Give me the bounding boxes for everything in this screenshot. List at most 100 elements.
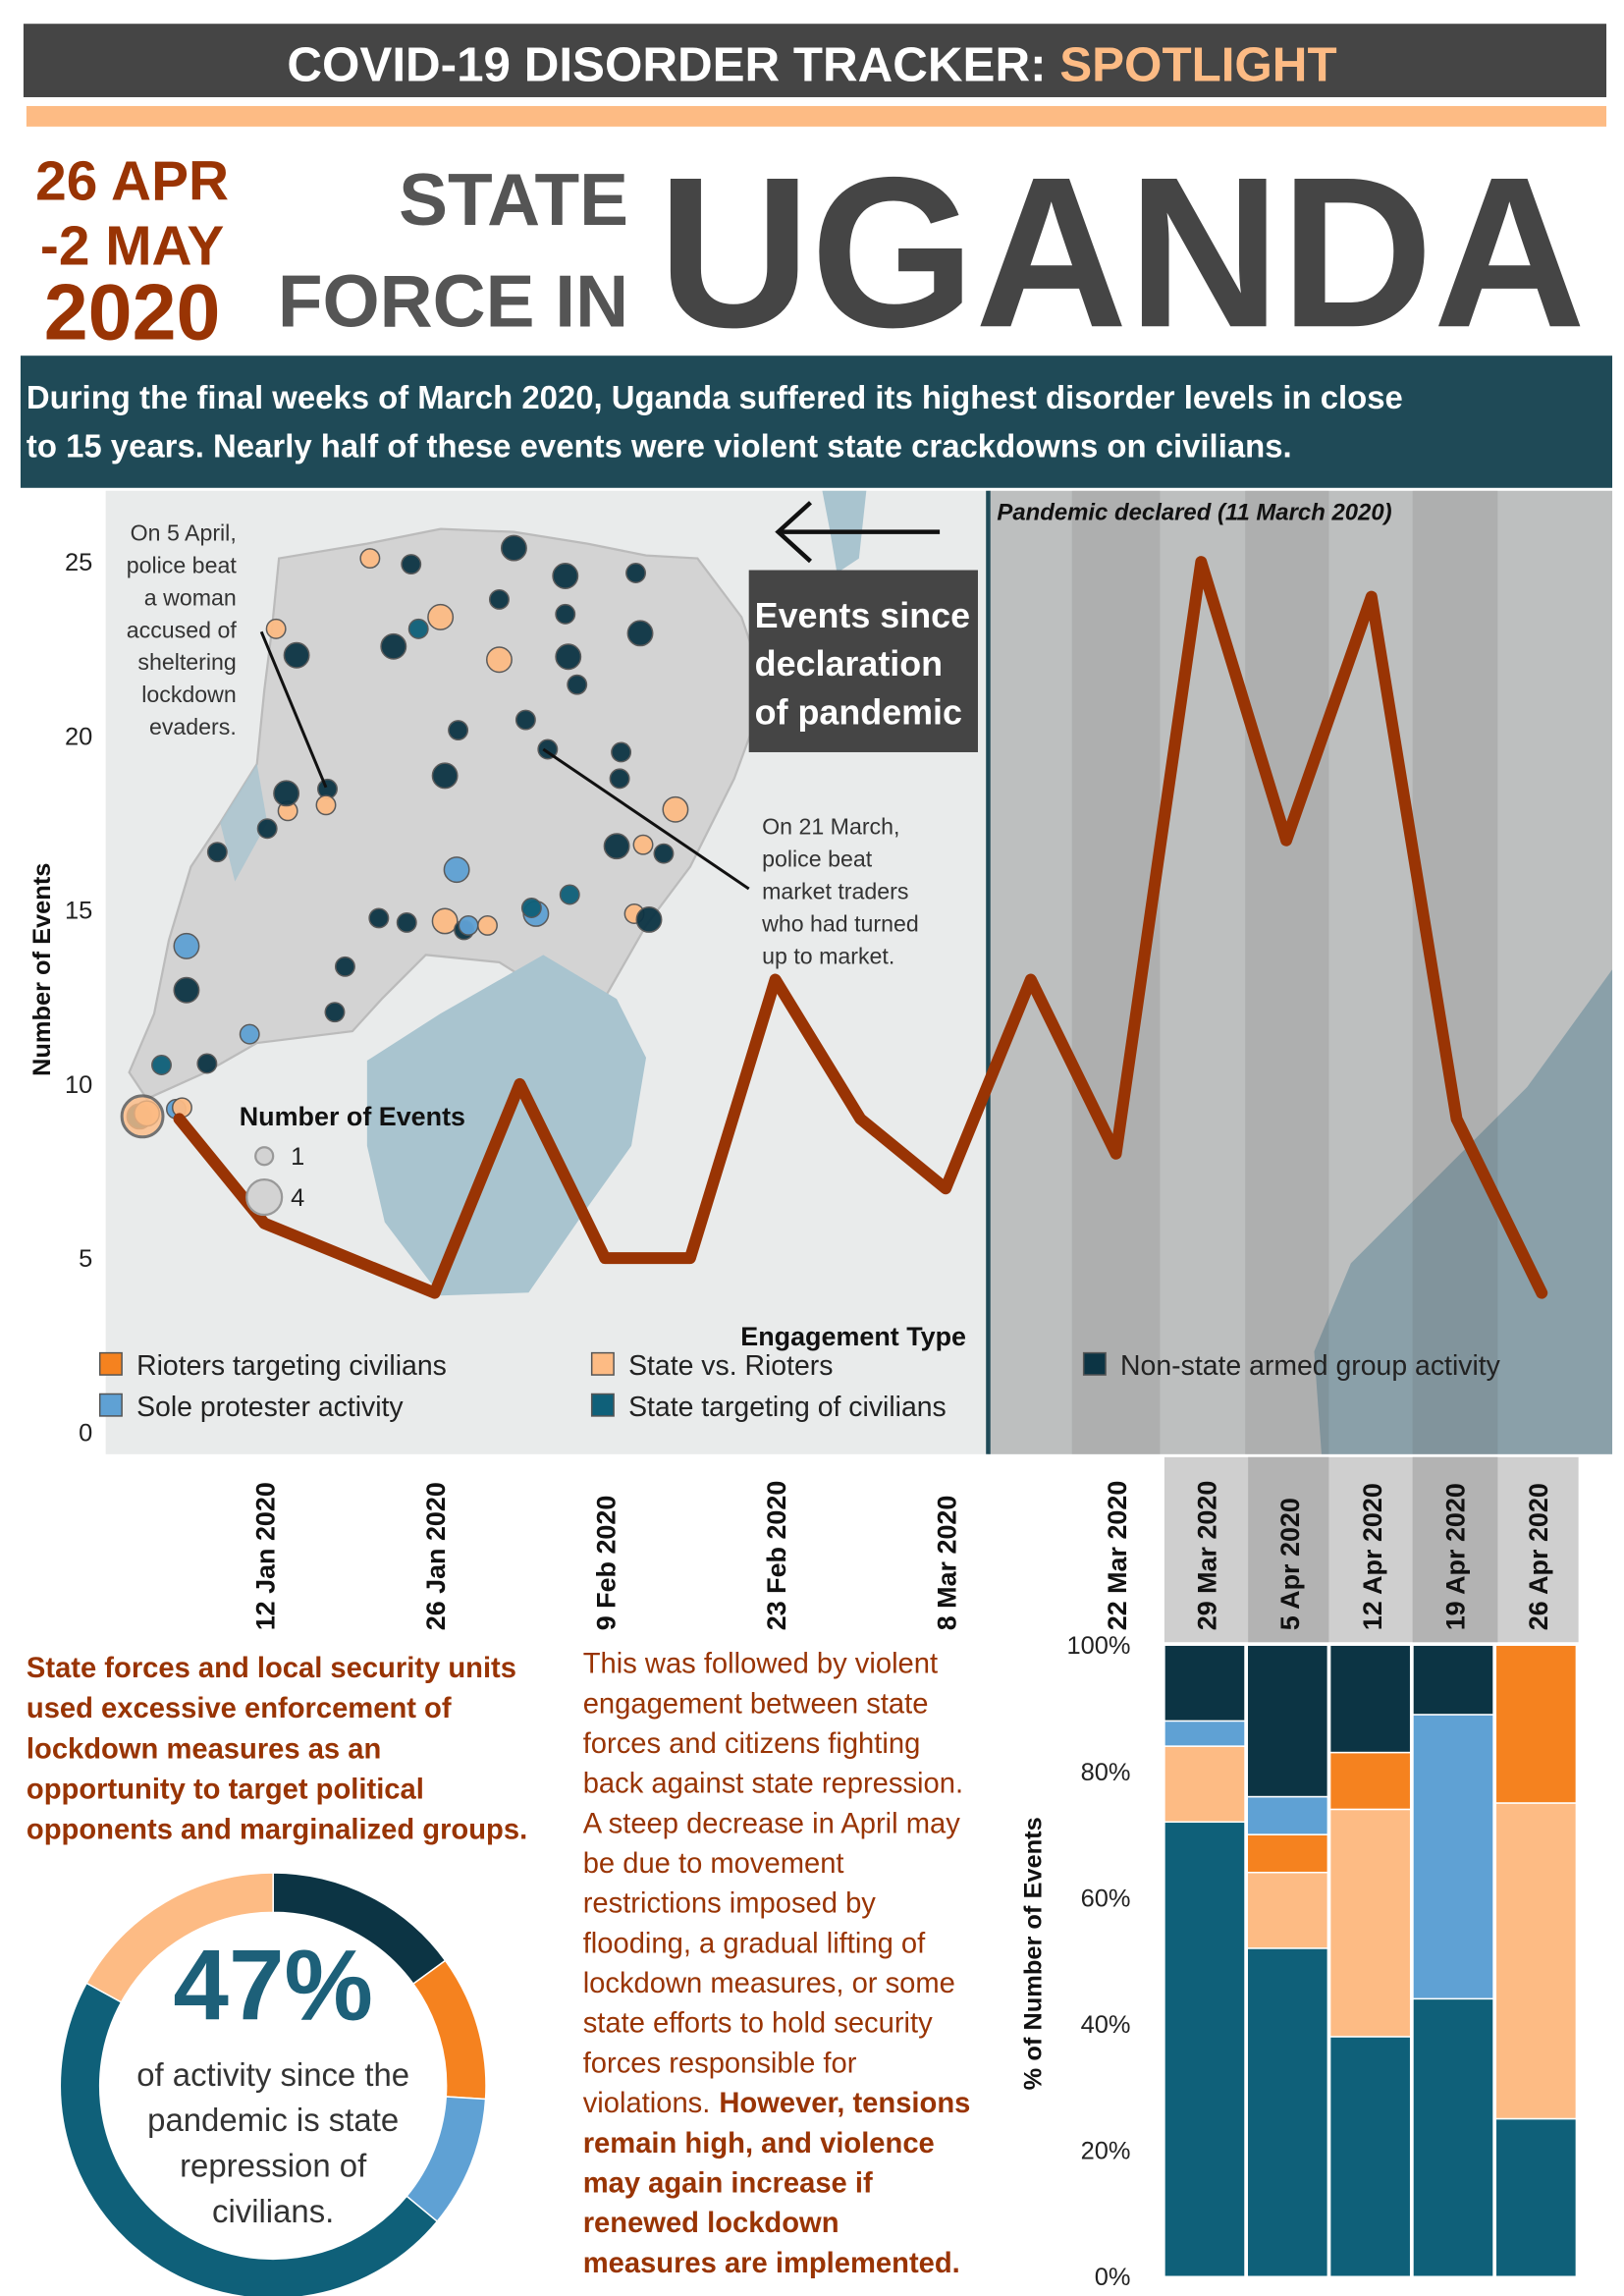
y-tick-label: 0 xyxy=(79,1419,92,1447)
donut-segment xyxy=(59,1982,439,2296)
header-band xyxy=(1248,1456,1329,1643)
event-dot xyxy=(256,818,278,840)
accent-strip xyxy=(26,105,1607,127)
date-line: 2020 xyxy=(44,269,221,357)
x-tick-label: 19 Apr 2020 xyxy=(1441,1483,1471,1630)
header-highlight: SPOTLIGHT xyxy=(1059,38,1336,92)
body-text: violations. xyxy=(583,2088,711,2119)
bar-segment xyxy=(1246,1833,1329,1874)
event-dot xyxy=(396,911,417,933)
callout-box xyxy=(748,570,978,752)
event-dot xyxy=(555,603,576,625)
legend-swatch xyxy=(98,1351,123,1376)
body-text: State forces and local security units xyxy=(27,1653,516,1684)
event-dot xyxy=(626,620,654,647)
body-text-bold: renewed lockdown xyxy=(583,2208,839,2239)
body-text-bold: However, tensions xyxy=(719,2088,970,2119)
y-axis-label: Number of Events xyxy=(28,863,56,1076)
body-text: A steep decrease in April may xyxy=(583,1808,961,1839)
body-text: be due to movement xyxy=(583,1848,844,1880)
size-legend-title: Number of Events xyxy=(240,1102,465,1131)
event-dot xyxy=(324,1002,346,1023)
event-dot xyxy=(443,856,470,884)
legend-title: Engagement Type xyxy=(740,1322,966,1351)
bar-segment xyxy=(1412,1997,1494,2278)
banner-line: During the final weeks of March 2020, Ug… xyxy=(27,379,1403,415)
y-tick-label: 20 xyxy=(65,723,92,750)
body-text: state efforts to hold security xyxy=(583,2008,933,2040)
event-dot xyxy=(500,534,527,562)
date-line: -2 MAY xyxy=(40,215,224,277)
body-text: flooding, a gradual lifting of xyxy=(583,1928,926,1959)
bar-segment xyxy=(1164,1821,1246,2278)
legend-swatch xyxy=(1082,1351,1107,1376)
x-tick-label: 26 Jan 2020 xyxy=(421,1482,451,1630)
callout-text: declaration xyxy=(755,644,943,683)
annotation: evaders. xyxy=(149,714,237,739)
event-dot xyxy=(206,842,228,863)
ocean xyxy=(1314,969,1613,1454)
x-tick-label: 26 Apr 2020 xyxy=(1524,1483,1553,1630)
event-dot xyxy=(273,780,300,807)
bar-segment xyxy=(1164,1644,1246,1722)
legend-swatch xyxy=(590,1393,615,1417)
event-dot xyxy=(120,1094,165,1139)
week-band xyxy=(1245,490,1329,1454)
note-pointer xyxy=(259,630,328,789)
event-dot xyxy=(603,833,630,860)
event-dot xyxy=(431,907,459,935)
annotation: accused of xyxy=(127,617,238,642)
bar-segment xyxy=(1328,1751,1412,1811)
y-tick-label: 100% xyxy=(1067,1632,1131,1660)
callout-text: Events since xyxy=(755,596,970,635)
event-dot xyxy=(368,907,390,929)
donut-center-value: 47% xyxy=(173,1930,373,2042)
body-text: opponents and marginalized groups. xyxy=(27,1815,527,1846)
annotation: police beat xyxy=(127,553,238,578)
event-dot xyxy=(514,709,536,731)
bar-segment xyxy=(1164,1720,1246,1747)
bar-segment xyxy=(1412,1644,1494,1716)
event-dot xyxy=(431,762,459,790)
date-line: 26 APR xyxy=(35,151,229,213)
body-text: forces and citizens fighting xyxy=(583,1728,921,1760)
banner-line: to 15 years. Nearly half of these events… xyxy=(27,427,1292,464)
event-dot xyxy=(458,914,479,936)
y-tick-label: 5 xyxy=(79,1245,92,1273)
event-dot xyxy=(486,646,513,674)
header: COVID-19 DISORDER TRACKER: SPOTLIGHT xyxy=(287,38,1336,92)
legend-swatch xyxy=(98,1393,123,1417)
y-tick-label: 0% xyxy=(1095,2264,1131,2291)
y-tick-label: 15 xyxy=(65,898,92,925)
body-text: forces responsible for xyxy=(583,2048,857,2079)
legend-label: State targeting of civilians xyxy=(628,1392,947,1423)
annotation: a woman xyxy=(144,584,237,610)
body-text: opportunity to target political xyxy=(27,1774,424,1805)
body-text: This was followed by violent xyxy=(583,1649,938,1680)
event-dot xyxy=(315,794,337,816)
title-lines: STATE FORCE IN xyxy=(278,158,628,342)
pandemic-label: Pandemic declared (11 March 2020) xyxy=(997,500,1391,526)
map xyxy=(105,490,1613,1454)
callout-text: of pandemic xyxy=(755,693,962,733)
event-dot xyxy=(662,795,689,823)
event-dot xyxy=(173,976,200,1004)
event-dot xyxy=(283,641,310,669)
size-legend-mark xyxy=(254,1146,275,1167)
body-text: used excessive enforcement of xyxy=(27,1693,452,1724)
annotation: lockdown xyxy=(141,682,237,707)
annotation: sheltering xyxy=(137,649,236,675)
size-legend-mark xyxy=(245,1178,284,1217)
event-dot xyxy=(427,603,455,630)
x-tick-label: 22 Mar 2020 xyxy=(1103,1481,1132,1631)
event-dot xyxy=(334,956,355,977)
event-dot xyxy=(265,618,287,639)
country-shape xyxy=(128,527,768,1101)
bar-segment xyxy=(1246,1795,1329,1835)
donut-center-text: repression of xyxy=(180,2148,367,2184)
legend-label: State vs. Rioters xyxy=(628,1350,833,1382)
bar-segment xyxy=(1328,1808,1412,2038)
y-tick-label: 60% xyxy=(1081,1885,1131,1912)
